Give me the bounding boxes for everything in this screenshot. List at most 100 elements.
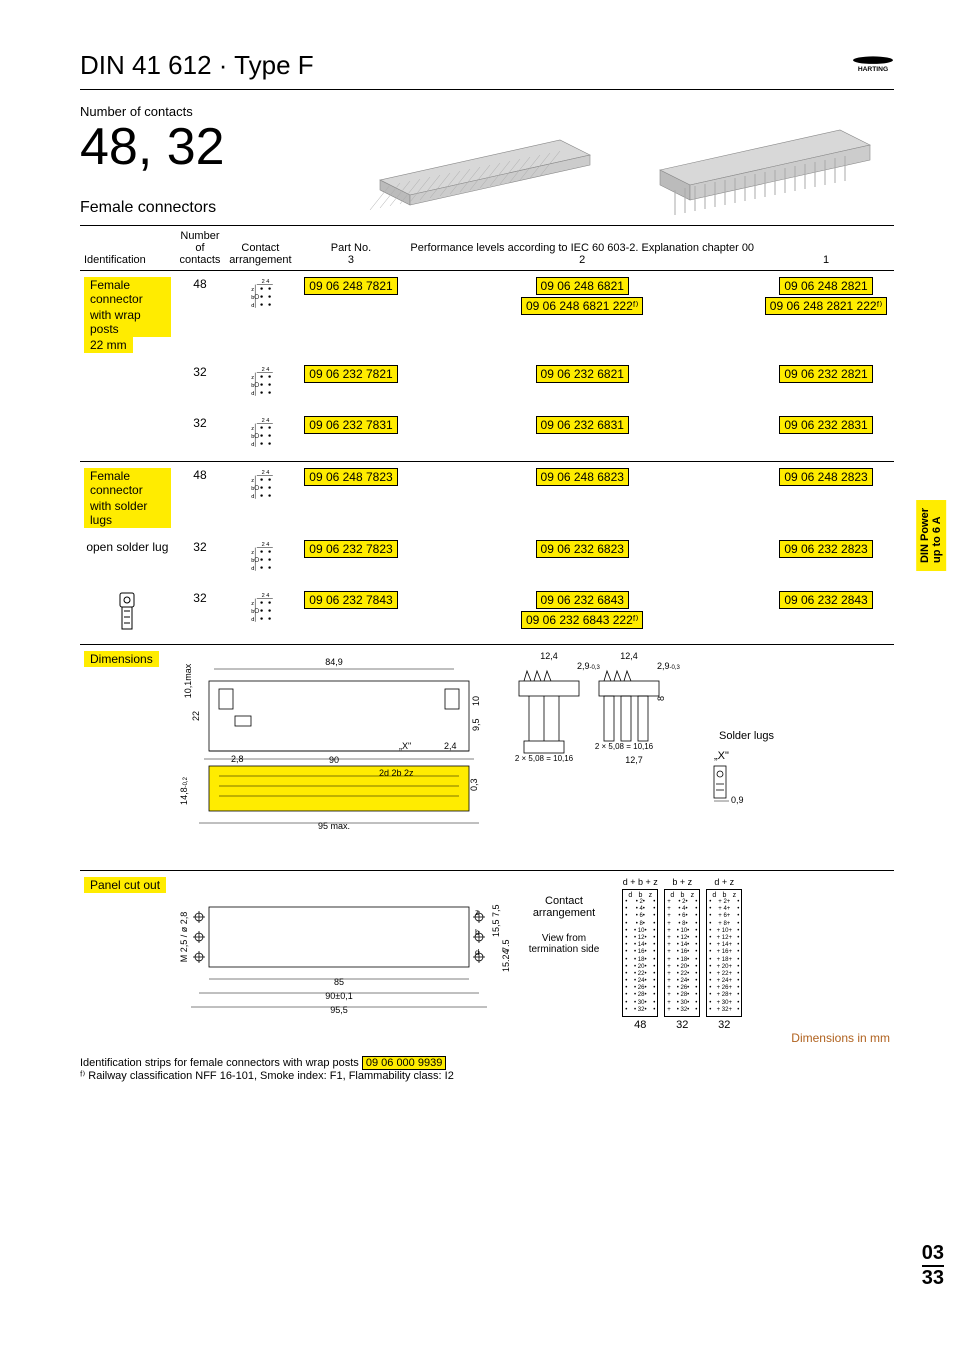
table-row: 32 2 4 z b d 09 06 232 782109 06 232 682… [80, 359, 894, 410]
header-identification: Identification [80, 226, 175, 271]
svg-text:14,8-0,2: 14,8-0,2 [179, 776, 189, 805]
svg-text:b: b [252, 609, 255, 615]
panel-cutout-row: Panel cut out [80, 871, 894, 1052]
svg-text:22: 22 [191, 711, 201, 721]
solder-lugs-label: Solder lugs [719, 730, 775, 742]
table-header-row: Identification Number of contacts Contac… [80, 226, 894, 271]
svg-text:b: b [252, 434, 255, 440]
partno-cell: 09 06 248 6823 [406, 462, 758, 535]
arrangement-cell: 2 4 z b d [225, 410, 295, 462]
svg-text:d: d [475, 948, 479, 957]
svg-text:90: 90 [329, 755, 339, 765]
table-row: open solder lug32 2 4 z b d 09 06 232 78… [80, 534, 894, 585]
svg-text:2,8: 2,8 [231, 754, 244, 764]
svg-text:85: 85 [334, 977, 344, 987]
partno-cell: 09 06 232 2843 [758, 585, 894, 645]
svg-text:95 max.: 95 max. [318, 821, 350, 831]
contact-arr-column: d + zdbz •+ 2+• •+ 4+• •+ 6+• •+ 8+• •+ … [703, 877, 745, 1031]
svg-text:2 × 5,08 = 10,16: 2 × 5,08 = 10,16 [595, 742, 654, 751]
svg-text:„X": „X" [399, 741, 411, 751]
contacts-cell: 48 [175, 271, 225, 360]
svg-text:2 4: 2 4 [262, 542, 270, 548]
contact-arr-label: Contact arrangement [529, 895, 600, 919]
svg-text:z: z [252, 550, 255, 556]
svg-text:0,9: 0,9 [731, 795, 744, 805]
partno-cell: 09 06 232 2831 [758, 410, 894, 462]
partno-cell: 09 06 232 6821 [406, 359, 758, 410]
svg-text:0,3: 0,3 [469, 778, 479, 791]
partno-cell: 09 06 232 7843 [296, 585, 407, 645]
svg-text:95,5: 95,5 [330, 1005, 348, 1015]
contact-arr-column: b + zdbz +• 2•• +• 4•• +• 6•• +• 8•• +• … [661, 877, 703, 1031]
contacts-cell: 32 [175, 410, 225, 462]
arrangement-cell: 2 4 z b d [225, 534, 295, 585]
svg-text:10,1max: 10,1max [183, 663, 193, 698]
svg-text:d: d [252, 442, 255, 448]
arrangement-cell: 2 4 z b d [225, 585, 295, 645]
contact-arrangement-boxes: d + b + zdbz •• 2•• •• 4•• •• 6•• •• 8••… [619, 877, 745, 1031]
footnote: Identification strips for female connect… [80, 1057, 894, 1082]
contacts-cell: 32 [175, 534, 225, 585]
arrangement-cell: 2 4 z b d [225, 271, 295, 360]
header-perf3: Part No. 3 [296, 226, 407, 271]
svg-text:12,7: 12,7 [625, 755, 643, 765]
header-num-contacts: Number of contacts [175, 226, 225, 271]
page-no: 33 [922, 1267, 944, 1289]
svg-text:90±0,1: 90±0,1 [325, 991, 352, 1001]
footnote-2: ᶠ⁾ Railway classification NFF 16-101, Sm… [80, 1070, 454, 1082]
svg-text:2 4: 2 4 [262, 470, 270, 476]
partno-cell: 09 06 232 6823 [406, 534, 758, 585]
svg-text:z: z [252, 375, 255, 381]
header-perf2: Performance levels according to IEC 60 6… [406, 226, 758, 271]
contacts-cell: 32 [175, 585, 225, 645]
table-row: Female connectorwith wrap posts22 mm48 2… [80, 271, 894, 360]
svg-text:2 4: 2 4 [262, 593, 270, 599]
svg-text:d: d [252, 566, 255, 572]
side-tab-l2: up to 6 A [931, 516, 943, 563]
main-table: Identification Number of contacts Contac… [80, 225, 894, 1051]
table-row: 32 2 4 z b d 09 06 232 783109 06 232 683… [80, 410, 894, 462]
svg-text:9,5: 9,5 [471, 718, 481, 731]
svg-text:d: d [252, 391, 255, 397]
svg-text:b: b [252, 558, 255, 564]
partno-cell: 09 06 232 2821 [758, 359, 894, 410]
svg-text:7,5: 7,5 [491, 904, 501, 917]
arrangement-cell: 2 4 z b d [225, 462, 295, 535]
panel-cutout-label: Panel cut out [84, 877, 166, 893]
perf-2-label: 2 [579, 254, 585, 266]
partno-cell: 09 06 248 282109 06 248 2821 222ᶠ⁾ [758, 271, 894, 360]
footnote-partno: 09 06 000 9939 [362, 1056, 446, 1070]
header-perf1: 1 [758, 226, 894, 271]
contacts-cell: 32 [175, 359, 225, 410]
svg-text:12,4: 12,4 [540, 651, 558, 661]
partno-cell: 09 06 248 682109 06 248 6821 222ᶠ⁾ [406, 271, 758, 360]
identification-cell: Female connectorwith solder lugs [80, 462, 175, 535]
performance-label: Performance levels according to IEC 60 6… [410, 242, 754, 254]
partno-cell: 09 06 232 7821 [296, 359, 407, 410]
footnote-1a: Identification strips for female connect… [80, 1057, 362, 1069]
svg-text:2 4: 2 4 [262, 279, 270, 285]
dims-in-mm: Dimensions in mm [179, 1031, 890, 1045]
svg-text:HARTING: HARTING [858, 66, 888, 73]
harting-logo: HARTING [852, 56, 894, 76]
partno-cell: 09 06 248 2823 [758, 462, 894, 535]
dimensions-drawing: 84,9 90 95 max. 22 14,8-0,2 10,1max 2,8 … [179, 651, 799, 861]
side-tab: DIN Power up to 6 A [916, 500, 946, 571]
partno-cell: 09 06 232 684309 06 232 6843 222ᶠ⁾ [406, 585, 758, 645]
svg-text:8: 8 [656, 696, 666, 701]
identification-cell [80, 410, 175, 462]
title-row: DIN 41 612 · Type F HARTING [80, 50, 894, 90]
connector-image-1 [360, 100, 600, 220]
contact-arrangement-caption: Contact arrangement View from terminatio… [529, 877, 600, 967]
part-no-label: Part No. [331, 242, 371, 254]
svg-text:d: d [252, 303, 255, 309]
svg-text:15,5: 15,5 [491, 919, 501, 937]
svg-text:2 4: 2 4 [262, 367, 270, 373]
product-images [360, 100, 880, 220]
header-contact-arrangement: Contact arrangement [225, 226, 295, 271]
partno-cell: 09 06 232 7823 [296, 534, 407, 585]
view-from-label: View from termination side [529, 933, 600, 955]
svg-text:10: 10 [471, 696, 481, 706]
identification-cell [80, 585, 175, 645]
table-row: 32 2 4 z b d 09 06 232 784309 06 232 684… [80, 585, 894, 645]
